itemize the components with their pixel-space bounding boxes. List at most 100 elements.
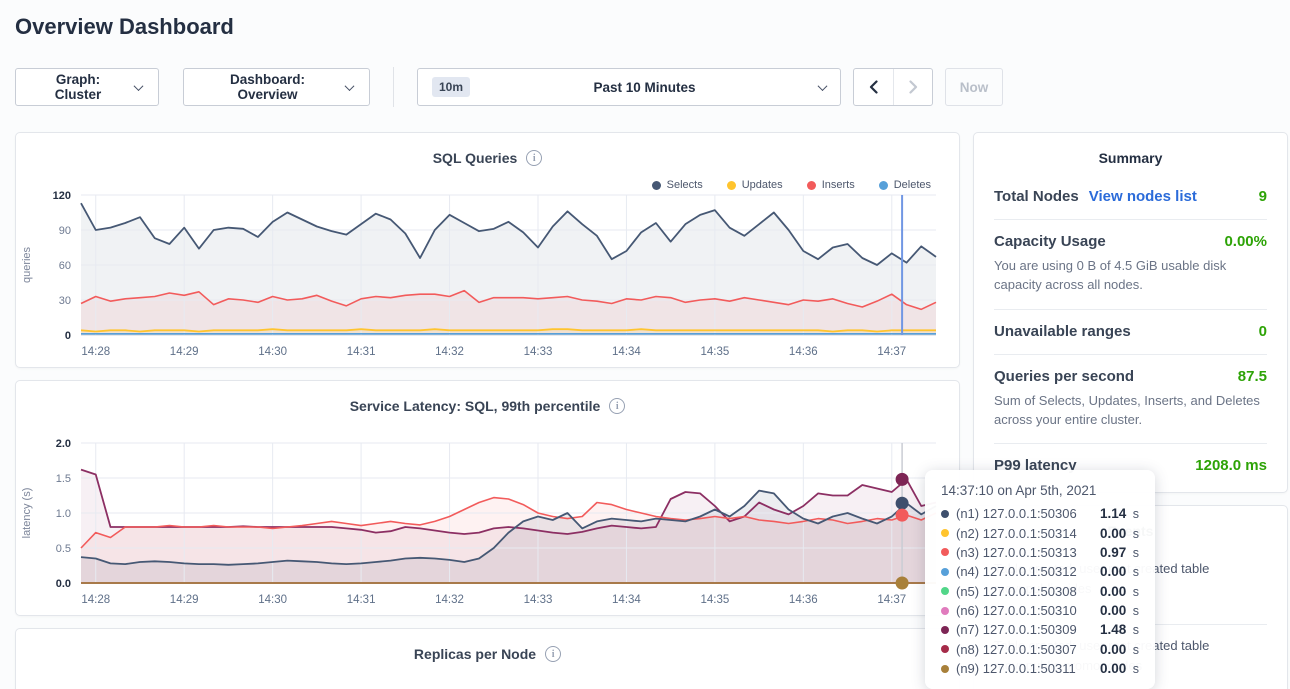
info-icon[interactable]: i	[545, 646, 562, 662]
summary-metric-value: 9	[1258, 188, 1267, 205]
svg-text:14:32: 14:32	[435, 346, 464, 358]
svg-text:14:34: 14:34	[612, 594, 641, 606]
time-range-dropdown[interactable]: 10m Past 10 Minutes	[417, 68, 841, 106]
summary-metric-description: You are using 0 B of 4.5 GiB usable disk…	[994, 258, 1227, 292]
tooltip-value: 0.00 s	[1099, 603, 1139, 619]
view-nodes-list-link[interactable]: View nodes list	[1088, 188, 1197, 205]
tooltip-unit: s	[1129, 545, 1139, 560]
svg-text:90: 90	[59, 225, 71, 237]
chevron-right-icon	[909, 80, 918, 94]
now-button[interactable]: Now	[945, 68, 1003, 106]
controls-divider	[393, 67, 394, 107]
tooltip-value: 1.48 s	[1099, 622, 1139, 638]
summary-row-main: Capacity Usage 0.00%	[994, 233, 1267, 250]
service-latency-card: Service Latency: SQL, 99th percentile i …	[15, 380, 960, 616]
tooltip-value: 0.00 s	[1099, 525, 1139, 541]
svg-text:0.5: 0.5	[56, 543, 71, 555]
tooltip-value: 1.14 s	[1099, 506, 1139, 522]
chevron-down-icon	[344, 80, 355, 91]
service-latency-title: Service Latency: SQL, 99th percentile	[349, 398, 601, 414]
legend-dot-icon	[651, 180, 661, 190]
prev-time-button[interactable]	[854, 69, 893, 105]
svg-text:14:36: 14:36	[789, 594, 818, 606]
sql-queries-legend: Selects Updates Inserts Deletes	[651, 179, 931, 191]
svg-text:14:33: 14:33	[524, 594, 553, 606]
series-dot-icon	[941, 529, 949, 538]
svg-text:14:33: 14:33	[524, 346, 553, 358]
legend-dot-icon	[878, 180, 888, 190]
series-dot-icon	[941, 509, 949, 518]
series-dot-icon	[941, 645, 949, 654]
legend-item: Inserts	[806, 179, 855, 191]
svg-text:0: 0	[65, 330, 71, 342]
time-range-badge: 10m	[432, 77, 471, 97]
tooltip-unit: s	[1129, 623, 1139, 638]
series-dot-icon	[941, 625, 949, 634]
tooltip-unit: s	[1129, 565, 1139, 580]
info-icon[interactable]: i	[526, 150, 543, 166]
tooltip-unit: s	[1129, 584, 1139, 599]
sql-queries-card: SQL Queries i Selects Updates Inserts Delet…	[15, 132, 960, 368]
summary-metric-label: Unavailable ranges	[994, 322, 1131, 340]
tooltip-node-label: (n8) 127.0.0.1:50307	[956, 641, 1077, 657]
svg-text:14:34: 14:34	[612, 346, 641, 358]
dashboard-dropdown[interactable]: Dashboard: Overview	[183, 68, 370, 106]
legend-item: Deletes	[878, 179, 931, 191]
summary-metric-label: Capacity Usage	[994, 233, 1106, 250]
tooltip-value: 0.97 s	[1099, 544, 1139, 560]
tooltip-value: 0.00 s	[1099, 641, 1139, 657]
svg-text:14:28: 14:28	[81, 594, 110, 606]
tooltip-value: 0.00 s	[1099, 564, 1139, 580]
svg-text:14:31: 14:31	[347, 594, 376, 606]
tooltip-node-label: (n9) 127.0.0.1:50311	[956, 661, 1076, 677]
svg-text:1.0: 1.0	[56, 508, 71, 520]
graph-dropdown-label: Graph: Cluster	[54, 72, 102, 102]
summary-metric-description: Sum of Selects, Updates, Inserts, and De…	[994, 392, 1260, 427]
chevron-down-icon	[133, 80, 144, 91]
summary-panel: Summary Total Nodes View nodes list 9 Capac…	[973, 132, 1288, 494]
svg-text:queries: queries	[21, 246, 33, 283]
svg-text:14:29: 14:29	[170, 346, 199, 358]
next-time-button[interactable]	[893, 69, 932, 105]
summary-metric-label: Total Nodes	[994, 188, 1079, 205]
dashboard-dropdown-label: Dashboard: Overview	[229, 72, 305, 102]
svg-text:0.0: 0.0	[56, 578, 71, 590]
svg-text:14:30: 14:30	[258, 346, 287, 358]
info-icon[interactable]: i	[609, 398, 626, 414]
page-title: Overview Dashboard	[15, 14, 234, 39]
series-dot-icon	[941, 664, 949, 673]
series-dot-icon	[941, 567, 949, 576]
summary-row: Queries per second 87.5 Sum of Selects, Up…	[994, 355, 1267, 445]
legend-dot-icon	[806, 180, 816, 190]
tooltip-node-label: (n6) 127.0.0.1:50310	[956, 603, 1077, 619]
service-latency-chart[interactable]: 0.0 0.5 1.0 1.5 2.0 14:28 14:29 14:30 14:31 14:32…	[16, 433, 961, 609]
graph-dropdown[interactable]: Graph: Cluster	[15, 68, 159, 106]
svg-text:14:35: 14:35	[700, 346, 729, 358]
tooltip-timestamp: 14:37:10 on Apr 5th, 2021	[941, 483, 1097, 498]
tooltip-node-label: (n4) 127.0.0.1:50312	[956, 564, 1077, 580]
summary-metric-value: 87.5	[1237, 367, 1267, 385]
svg-text:14:37: 14:37	[877, 346, 906, 358]
summary-row-main: Unavailable ranges 0	[994, 323, 1267, 340]
controls-bar: Graph: Cluster Dashboard: Overview 10m P…	[15, 67, 1003, 107]
svg-text:14:35: 14:35	[700, 594, 729, 606]
series-dot-icon	[941, 587, 949, 596]
time-range-label: Past 10 Minutes	[593, 79, 696, 95]
tooltip-row: (n4) 127.0.0.1:50312 0.00 s	[941, 562, 1139, 581]
legend-label: Selects	[666, 179, 703, 191]
tooltip-unit: s	[1129, 662, 1139, 677]
svg-text:14:37: 14:37	[877, 594, 906, 606]
tooltip-node-label: (n1) 127.0.0.1:50306	[956, 506, 1077, 522]
tooltip-row: (n1) 127.0.0.1:50306 1.14 s	[941, 504, 1139, 523]
summary-metric-value: 1208.0 ms	[1195, 457, 1267, 475]
tooltip-unit: s	[1129, 526, 1139, 541]
svg-text:14:29: 14:29	[170, 594, 199, 606]
tooltip-node-label: (n7) 127.0.0.1:50309	[956, 622, 1077, 638]
legend-label: Inserts	[821, 179, 855, 191]
summary-row: Total Nodes View nodes list 9	[994, 175, 1267, 220]
tooltip-row: (n2) 127.0.0.1:50314 0.00 s	[941, 523, 1139, 542]
tooltip-unit: s	[1129, 507, 1139, 522]
sql-queries-chart[interactable]: 0 30 60 90 120 14:28 14:29 14:30 14:31 14:32 14:33…	[16, 185, 961, 361]
time-step-buttons	[853, 68, 933, 106]
tooltip-value: 0.00 s	[1099, 583, 1139, 599]
